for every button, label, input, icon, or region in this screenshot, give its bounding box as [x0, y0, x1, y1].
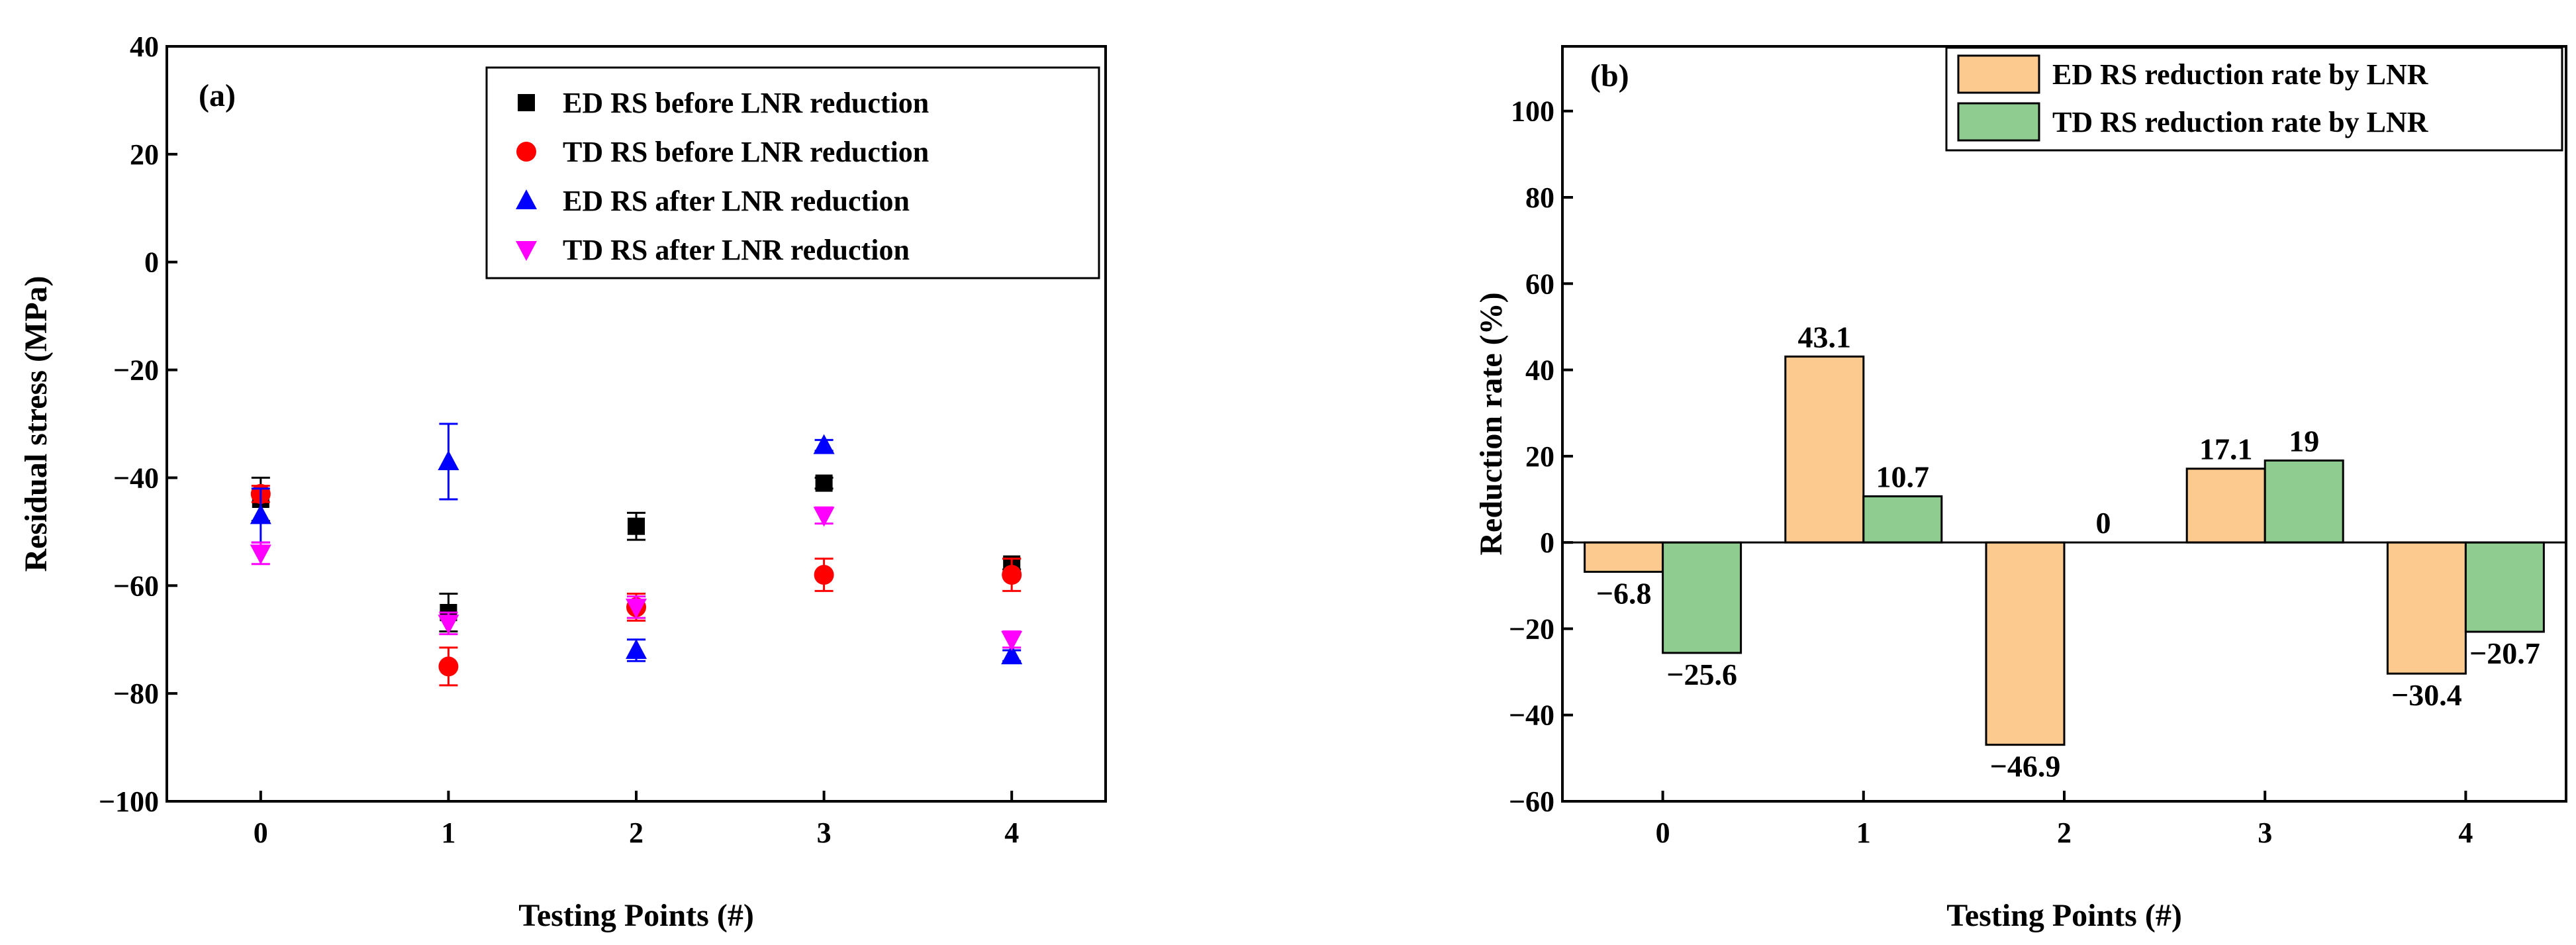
panel-a: −100 −80 −60 −40 −20 0 20 40 0 1 2 3 4 (a) Testing … [19, 30, 1107, 933]
legend-ed-rs-after: ED RS after LNR reduction [563, 185, 910, 217]
data-point [813, 434, 835, 454]
bar-value-label: −25.6 [1666, 658, 1737, 691]
bar-td-reduction [1662, 541, 1742, 654]
legend-td-rs-after: TD RS after LNR reduction [563, 234, 910, 266]
data-point [1001, 630, 1023, 651]
bar-value-label: 19 [2289, 424, 2319, 458]
bar-ed-reduction [2386, 541, 2467, 675]
data-point [814, 565, 834, 585]
panel-a-x-ticks: 0 1 2 3 4 [254, 791, 1019, 849]
y-tick-label: 40 [1525, 354, 1554, 387]
data-point [815, 474, 833, 492]
data-point [250, 504, 271, 524]
bar-td-reduction [1862, 495, 1943, 544]
data-point [250, 544, 271, 565]
y-tick-label: −20 [113, 354, 159, 387]
legend-marker [516, 142, 536, 162]
panel-a-legend-box [485, 66, 1100, 279]
legend-marker [518, 94, 535, 111]
bar-ed-reduction [1584, 541, 1664, 573]
legend-td-rs-before: TD RS before LNR reduction [563, 136, 929, 168]
panel-b-x-ticks: 0 1 2 3 4 [1656, 791, 2473, 849]
data-point [628, 517, 645, 535]
x-tick-label: 3 [817, 817, 832, 849]
legend-swatch [1957, 54, 2040, 94]
y-tick-label: −40 [113, 462, 159, 494]
bar-value-label: 10.7 [1876, 460, 1930, 493]
legend-swatch [1957, 102, 2040, 142]
y-tick-label: 60 [1525, 268, 1554, 300]
x-tick-label: 0 [254, 817, 268, 849]
bar-value-label: 17.1 [2199, 432, 2253, 466]
data-point [438, 656, 459, 677]
data-point [813, 507, 835, 527]
bar-value-label: −30.4 [2391, 678, 2462, 712]
y-tick-label: −100 [99, 785, 159, 818]
x-tick-label: 1 [1856, 817, 1871, 849]
panel-a-data-marks [250, 423, 1023, 687]
legend-ed-rs-before: ED RS before LNR reduction [563, 87, 929, 119]
panel-b-legend: ED RS reduction rate by LNR TD RS reduct… [1945, 46, 2563, 152]
panel-b-y-ticks: −60 −40 −20 0 20 40 60 80 100 [1509, 95, 1573, 818]
y-tick-label: 20 [1525, 440, 1554, 473]
x-tick-label: 2 [2057, 817, 2072, 849]
data-point [626, 639, 647, 659]
y-tick-label: 100 [1511, 95, 1554, 128]
data-point [626, 598, 647, 619]
bar-value-label: 43.1 [1798, 320, 1852, 354]
y-tick-label: −40 [1509, 699, 1554, 732]
y-tick-label: −80 [113, 677, 159, 710]
legend-marker [516, 241, 537, 261]
y-tick-label: 0 [1540, 526, 1554, 559]
data-point [1001, 644, 1023, 665]
bar-value-label: −6.8 [1596, 576, 1652, 610]
bar-value-label: 0 [2096, 506, 2111, 540]
panel-a-y-ticks: −100 −80 −60 −40 −20 0 20 40 [99, 30, 177, 818]
data-point [438, 615, 459, 635]
x-tick-label: 2 [629, 817, 644, 849]
x-tick-label: 4 [1004, 817, 1019, 849]
bar-ed-reduction [1985, 541, 2066, 746]
y-tick-label: −20 [1509, 613, 1554, 645]
y-tick-label: −60 [1509, 785, 1554, 818]
panel-a-y-axis-title: Residual stress (MPa) [19, 275, 54, 572]
bar-td-reduction [2264, 459, 2344, 544]
y-tick-label: 20 [130, 138, 159, 171]
panel-b-y-axis-title: Reduction rate (%) [1474, 292, 1509, 555]
panel-b-label: (b) [1590, 58, 1629, 93]
panel-a-x-axis-title: Testing Points (#) [518, 898, 754, 933]
y-tick-label: 0 [144, 246, 159, 279]
x-tick-label: 3 [2258, 817, 2272, 849]
panel-a-label: (a) [199, 78, 236, 113]
panel-b-legend-box [1945, 46, 2563, 152]
bar-value-label: −46.9 [1990, 750, 2061, 783]
bar-ed-reduction [2185, 468, 2266, 544]
data-point [1002, 565, 1022, 585]
y-tick-label: −60 [113, 570, 159, 602]
panel-b-data-labels: −6.8 43.1 −46.9 17.1 −30.4 −25.6 10.7 0 19 −20.7 [1596, 320, 2540, 783]
legend-marker [516, 189, 537, 209]
bar-ed-reduction [1784, 355, 1865, 544]
panel-b-bars [1584, 355, 2545, 746]
x-tick-label: 1 [441, 817, 455, 849]
y-tick-label: 80 [1525, 181, 1554, 214]
panel-b-x-axis-title: Testing Points (#) [1946, 898, 2182, 933]
bar-td-reduction [2464, 541, 2545, 633]
data-point [438, 450, 459, 470]
y-tick-label: 40 [130, 30, 159, 63]
x-tick-label: 0 [1656, 817, 1670, 849]
x-tick-label: 4 [2458, 817, 2473, 849]
bar-value-label: −20.7 [2469, 636, 2540, 670]
panel-b: −60 −40 −20 0 20 40 60 80 100 0 1 2 3 4 −6.8 43.1 −46.… [1474, 45, 2567, 933]
legend-td-reduction-rate: TD RS reduction rate by LNR [2052, 106, 2429, 138]
legend-ed-reduction-rate: ED RS reduction rate by LNR [2052, 58, 2429, 91]
panel-a-legend: ED RS before LNR reduction TD RS before … [485, 66, 1100, 279]
